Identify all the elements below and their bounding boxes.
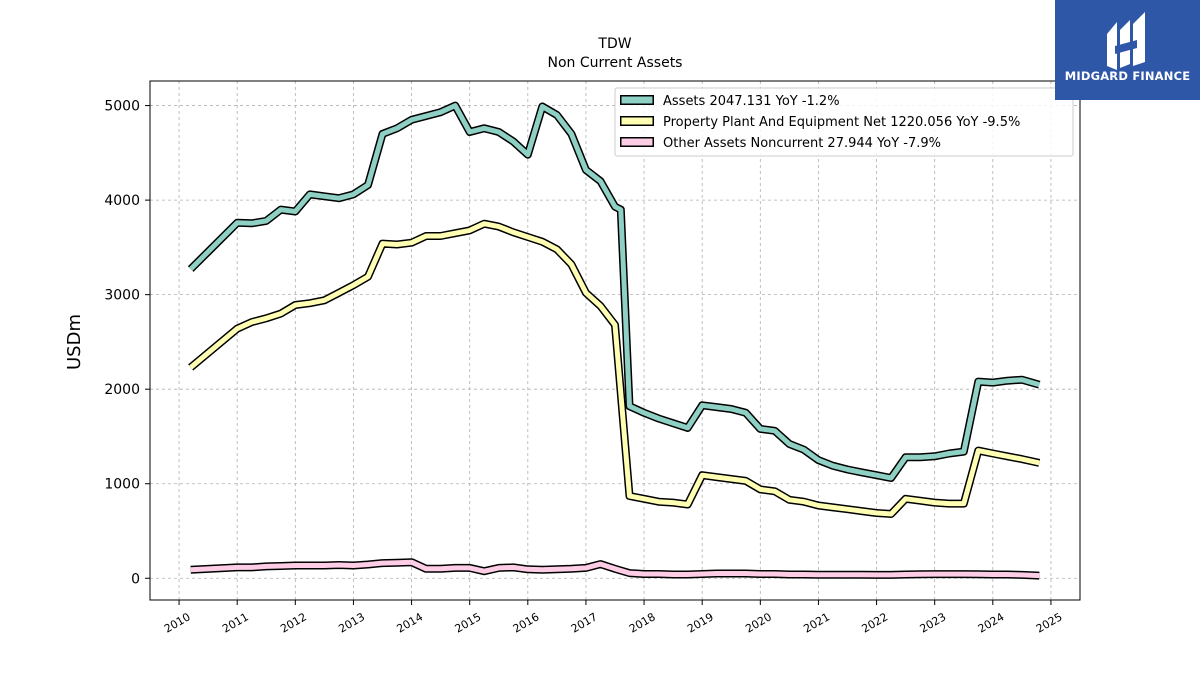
- axis-ticks: 2010 2011 2012 2013 2014 2015 2016 2017 2018 2019…: [104, 99, 1064, 636]
- chart-subtitle: Non Current Assets: [548, 55, 683, 71]
- series-1-line: [189, 221, 1040, 517]
- series-1-outline: [188, 219, 1041, 518]
- series-layer: [187, 101, 1041, 580]
- x-tick-label: 2023: [918, 610, 949, 635]
- x-tick-label: 2010: [162, 610, 193, 635]
- grid: [150, 81, 1080, 600]
- x-tick-label: 2020: [743, 610, 774, 635]
- legend-swatch: [621, 96, 653, 104]
- brand-mark-icon: [1107, 12, 1145, 70]
- brand-logo: MIDGARD FINANCE: [1055, 0, 1200, 100]
- x-tick-label: 2022: [859, 610, 890, 635]
- brand-name: MIDGARD FINANCE: [1064, 69, 1191, 83]
- x-tick-label: 2011: [220, 610, 251, 635]
- y-tick-label: 5000: [104, 99, 140, 115]
- y-tick-label: 1000: [104, 477, 140, 493]
- y-tick-label: 3000: [104, 288, 140, 304]
- y-tick-label: 2000: [104, 382, 140, 398]
- x-tick-label: 2021: [801, 610, 832, 635]
- chart-title: TDW: [597, 36, 631, 52]
- x-tick-label: 2017: [569, 610, 600, 635]
- legend-entry: Property Plant And Equipment Net 1220.05…: [663, 115, 1020, 130]
- x-tick-label: 2024: [976, 610, 1007, 635]
- x-tick-label: 2025: [1034, 610, 1065, 635]
- legend-swatch: [621, 138, 653, 146]
- legend-entry: Other Assets Noncurrent 27.944 YoY -7.9%: [663, 136, 941, 151]
- x-tick-label: 2016: [511, 610, 542, 635]
- series-2-line: [190, 559, 1040, 579]
- legend-swatch: [621, 117, 653, 125]
- x-tick-label: 2018: [627, 610, 658, 635]
- legend: Assets 2047.131 YoY -1.2% Property Plant …: [614, 87, 1074, 157]
- x-tick-label: 2014: [394, 610, 425, 635]
- y-tick-label: 4000: [104, 193, 140, 209]
- y-tick-label: 0: [131, 571, 140, 587]
- series-0-outline: [187, 101, 1041, 482]
- y-axis-label: USDm: [64, 314, 85, 370]
- x-tick-label: 2013: [336, 610, 367, 635]
- x-tick-label: 2019: [685, 610, 716, 635]
- legend-box: [614, 87, 1074, 157]
- x-tick-label: 2015: [453, 610, 484, 635]
- series-0-line: [188, 103, 1040, 481]
- x-tick-label: 2012: [278, 610, 309, 635]
- legend-entry: Assets 2047.131 YoY -1.2%: [663, 94, 840, 109]
- plot-frame: [149, 80, 1081, 601]
